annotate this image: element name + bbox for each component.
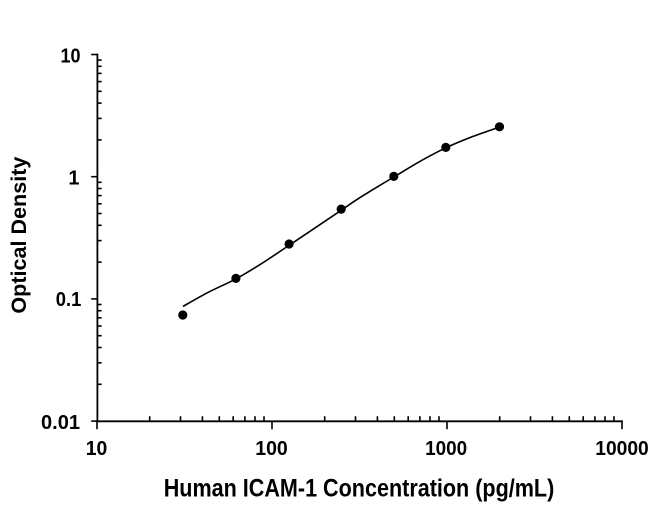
svg-text:Human ICAM-1 Concentration (pg: Human ICAM-1 Concentration (pg/mL) xyxy=(164,475,555,503)
svg-text:0.01: 0.01 xyxy=(41,412,80,434)
svg-text:0.1: 0.1 xyxy=(56,289,82,311)
svg-text:100: 100 xyxy=(255,438,288,460)
svg-text:10000: 10000 xyxy=(595,438,649,460)
svg-text:10: 10 xyxy=(86,438,108,460)
svg-text:Optical Density: Optical Density xyxy=(8,156,31,313)
svg-text:1: 1 xyxy=(68,168,79,190)
svg-text:1000: 1000 xyxy=(425,438,467,460)
svg-text:10: 10 xyxy=(61,45,81,67)
